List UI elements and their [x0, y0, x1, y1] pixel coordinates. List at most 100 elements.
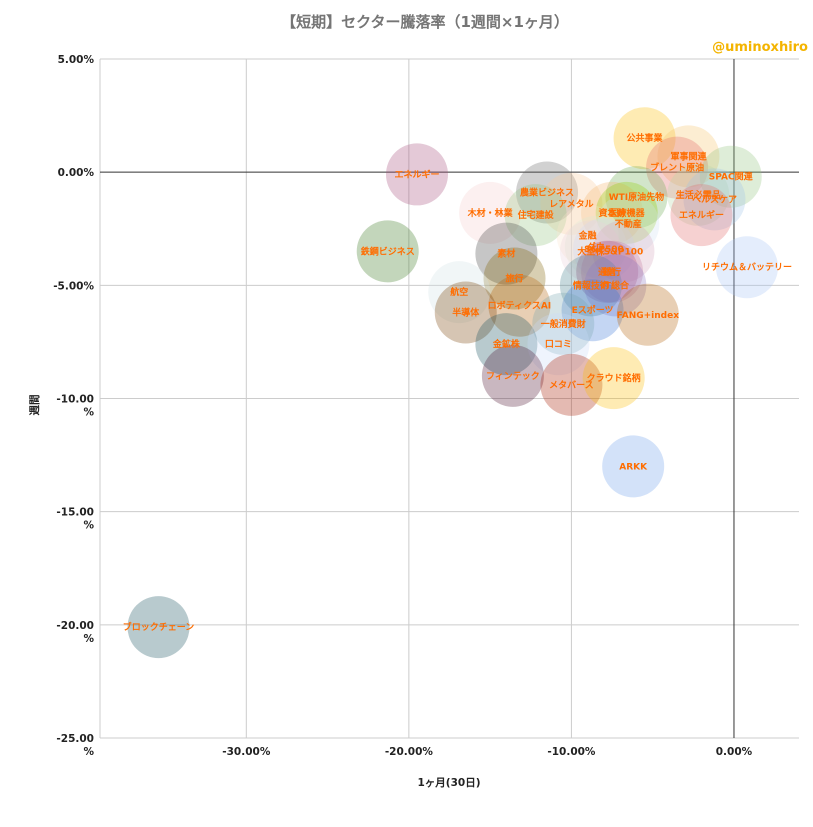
data-point — [488, 274, 551, 337]
point-label: 医療機器 — [609, 207, 646, 219]
data-point — [481, 344, 544, 407]
y-tick-label: -20.00% — [56, 620, 94, 645]
data-point — [699, 145, 762, 208]
point-label: 金鉱株 — [492, 338, 521, 350]
data-points — [127, 107, 778, 659]
point-label: エネルギー — [679, 209, 724, 221]
data-point — [483, 247, 546, 310]
data-point — [475, 222, 538, 285]
y-tick-label: 0.00% — [58, 167, 95, 179]
point-label: SPAC関連 — [709, 171, 754, 183]
data-point — [715, 236, 778, 299]
point-label: 通信 — [598, 266, 616, 278]
x-tick-label: -30.00% — [222, 746, 271, 758]
data-point — [561, 279, 624, 342]
data-point — [556, 204, 619, 267]
x-tick-label: -20.00% — [385, 746, 434, 758]
point-label: ブレント原油 — [650, 162, 704, 174]
axes — [100, 59, 799, 738]
point-label: レアメタル — [549, 198, 594, 210]
point-label: リチウム＆バッテリー — [702, 262, 792, 273]
data-point — [602, 435, 665, 498]
data-point — [385, 143, 448, 206]
data-point — [475, 313, 538, 376]
data-point — [582, 347, 645, 410]
y-tick-label: 5.00% — [58, 54, 95, 66]
y-tick-label: -25.00% — [56, 733, 94, 758]
point-label: 公共事業 — [627, 132, 664, 144]
data-point — [459, 181, 522, 244]
data-point — [434, 281, 497, 344]
data-point — [581, 181, 644, 244]
x-tick-label: -10.00% — [547, 746, 596, 758]
x-tick-label: 0.00% — [716, 746, 753, 758]
point-label: 旅行 — [506, 273, 524, 285]
point-label: 金融 — [578, 230, 597, 242]
point-label: クラウド銘柄 — [587, 372, 641, 384]
y-tick-label: -10.00% — [56, 394, 94, 419]
point-labels: 公共事業軍事関連ブレント原油SPAC関連エネルギー生活必需品ヘルスケア農業ビジネ… — [123, 132, 792, 633]
point-label: 素材 — [497, 248, 515, 260]
data-point — [564, 215, 627, 278]
point-label: フィンテック — [486, 371, 540, 382]
point-label: Eスポーツ — [572, 304, 614, 316]
point-label: 不動産 — [615, 218, 642, 230]
data-point — [592, 220, 655, 283]
data-point — [516, 161, 579, 224]
point-label: エネルギー — [394, 168, 439, 180]
point-label: メタバース — [549, 379, 594, 391]
data-point — [356, 220, 419, 283]
x-axis-title: 1ヶ月(30日) — [417, 777, 480, 789]
tick-labels: 5.00% 0.00% -5.00% -10.00 % -15.00 % -20.00 % -25… — [53, 54, 752, 758]
point-label: 農業ビジネス — [520, 187, 574, 199]
point-label: 大型株 — [577, 245, 605, 257]
data-point — [572, 218, 635, 281]
data-point — [428, 261, 491, 324]
data-point — [584, 254, 647, 317]
point-label: 銀行 — [603, 266, 621, 278]
point-label: 航空 — [450, 286, 468, 298]
chart-credit: @uminoxhiro — [712, 40, 808, 55]
point-label: 資本財 — [599, 207, 626, 219]
point-label: 半導体 — [452, 306, 480, 318]
data-point — [127, 596, 190, 659]
data-point — [576, 240, 639, 303]
point-label: ダウ — [587, 241, 605, 253]
data-point — [595, 181, 658, 244]
point-label: S&P100 — [604, 247, 644, 257]
data-point — [559, 220, 622, 283]
data-point — [657, 125, 720, 188]
point-label: 木材・林業 — [467, 207, 514, 219]
data-point — [504, 184, 567, 247]
data-point — [532, 292, 595, 355]
point-label: 口コミ — [545, 339, 572, 350]
data-point — [667, 163, 730, 226]
point-label: 情報技術 — [572, 279, 609, 291]
data-point — [540, 353, 603, 416]
point-label: ARKK — [619, 462, 648, 472]
y-axis-title: 週間 — [29, 395, 41, 416]
data-point — [670, 184, 733, 247]
data-point — [616, 283, 679, 346]
data-point — [605, 166, 668, 229]
y-tick-label: -5.00% — [53, 280, 94, 292]
data-point — [646, 136, 709, 199]
point-label: S&P500 — [584, 245, 624, 255]
chart-title: 【短期】セクター騰落率（1週間×1ヶ月） — [281, 13, 569, 31]
point-label: IT総合 — [602, 279, 630, 291]
data-point — [581, 240, 644, 303]
point-label: 軍事関連 — [670, 150, 707, 162]
point-label: 生活必需品 — [676, 189, 721, 201]
data-point — [559, 254, 622, 317]
point-label: ヘルスケア — [692, 194, 737, 205]
y-tick-label: -15.00% — [56, 507, 94, 532]
point-label: WTI原油先物 — [609, 191, 664, 203]
point-label: ロボティクスAI — [488, 300, 552, 312]
data-point — [683, 168, 746, 231]
point-label: 一般消費財 — [541, 318, 586, 330]
data-point — [613, 107, 676, 170]
point-label: 住宅建設 — [518, 209, 555, 221]
point-label: ブロックチェーン — [123, 621, 195, 633]
point-label: FANG+index — [617, 311, 680, 321]
